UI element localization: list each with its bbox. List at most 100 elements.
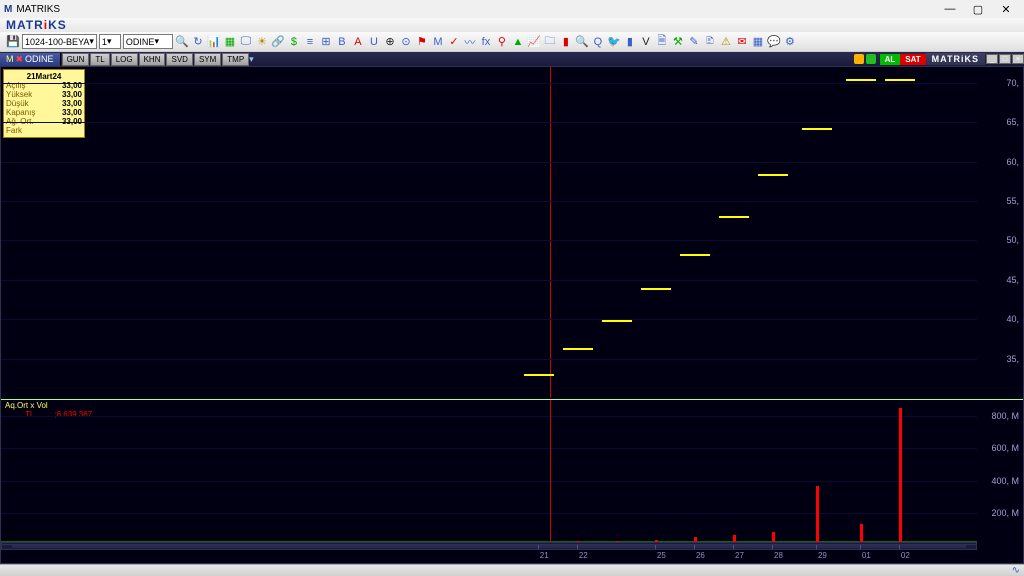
ohlc-infobox: 21Mart24 Açılış33,00Yüksek33,00Düşük33,0… (3, 69, 85, 138)
date-axis: 212225262728290102 (1, 544, 977, 563)
brand-badge: MATRiKS (926, 53, 985, 65)
price-panel[interactable]: 35,40,45,50,55,60,65,70, 21Mart24 Açılış… (1, 67, 1023, 398)
table-icon[interactable]: ⊞ (319, 35, 333, 49)
maximize-button[interactable]: ▢ (964, 3, 992, 16)
date-label: 22 (579, 551, 588, 560)
star-icon[interactable]: ☀ (255, 35, 269, 49)
price-ytick: 55, (1006, 196, 1019, 206)
price-ytick: 40, (1006, 314, 1019, 324)
period-gun-button[interactable]: GUN (62, 53, 90, 66)
price-gridline (1, 319, 977, 320)
info-row: Kapanış33,00 (6, 108, 82, 117)
m-icon[interactable]: M (431, 35, 445, 49)
folder-icon[interactable]: 🗀 (543, 35, 557, 49)
price-bar (719, 216, 749, 218)
cal-icon[interactable]: ▦ (751, 35, 765, 49)
fx-icon[interactable]: fx (479, 35, 493, 49)
edit-icon[interactable]: ✎ (687, 35, 701, 49)
bold-icon[interactable]: B (335, 35, 349, 49)
scale-log-button[interactable]: LOG (111, 53, 138, 66)
window-title: MATRIKS (16, 4, 60, 15)
volume-gridline (1, 448, 977, 449)
tool-icon[interactable]: ⚒ (671, 35, 685, 49)
zoom-icon[interactable]: 🔍 (175, 35, 189, 49)
symbol-tab[interactable]: M ✖ ODINE (0, 53, 61, 66)
tmp-button[interactable]: TMP (222, 53, 249, 66)
link-icon[interactable]: 🔗 (271, 35, 285, 49)
panel-min-icon[interactable]: _ (986, 54, 998, 64)
layout-select[interactable]: 1024-100-BEYA ▾ (22, 34, 97, 49)
date-tick (733, 545, 734, 549)
price-gridline (1, 122, 977, 123)
bell-icon[interactable]: ▮ (559, 35, 573, 49)
mail-icon[interactable]: ✉ (735, 35, 749, 49)
gear-icon[interactable]: ⚙ (783, 35, 797, 49)
currency-tl-button[interactable]: TL (90, 53, 109, 66)
dollar-icon[interactable]: $ (287, 35, 301, 49)
price-ytick: 50, (1006, 235, 1019, 245)
tab-close-icon[interactable]: M (6, 54, 14, 64)
indicator-light-icon (854, 54, 864, 64)
globe-icon[interactable]: ⊙ (399, 35, 413, 49)
date-label: 28 (774, 551, 783, 560)
bars-icon[interactable]: 📈 (527, 35, 541, 49)
price-ytick: 65, (1006, 117, 1019, 127)
bird-icon[interactable]: 🐦 (607, 35, 621, 49)
volume-panel[interactable]: Aq.Ort x Vol TL;8.639.367 200, M400, M60… (1, 399, 1023, 544)
tab-down-icon[interactable]: ▾ (249, 54, 254, 65)
volume-bar (899, 408, 902, 542)
info-row: Düşük33,00 (6, 99, 82, 108)
save-icon[interactable]: 💾 (6, 35, 20, 49)
sell-button[interactable]: SAT (900, 54, 925, 65)
close-button[interactable]: ✕ (992, 3, 1020, 16)
volume-gridline (1, 416, 977, 417)
cursor-line-vol (550, 400, 551, 544)
book-icon[interactable]: ▮ (623, 35, 637, 49)
clock-icon[interactable]: ⊕ (383, 35, 397, 49)
date-tick (694, 545, 695, 549)
khn-button[interactable]: KHN (139, 53, 166, 66)
buy-button[interactable]: AL (880, 54, 901, 65)
sym-button[interactable]: SYM (194, 53, 221, 66)
count-select[interactable]: 1 ▾ (99, 34, 121, 49)
grid-icon[interactable]: ▦ (223, 35, 237, 49)
date-label: 25 (657, 551, 666, 560)
svd-button[interactable]: SVD (166, 53, 192, 66)
list-icon[interactable]: ≡ (303, 35, 317, 49)
date-label: 21 (540, 551, 549, 560)
a-icon[interactable]: A (351, 35, 365, 49)
monitor-icon[interactable]: 🖵 (239, 35, 253, 49)
volume-bar (816, 486, 819, 542)
info-date: 21Mart24 (6, 72, 82, 81)
search2-icon[interactable]: 🔍 (575, 35, 589, 49)
price-yaxis: 35,40,45,50,55,60,65,70, (977, 67, 1023, 398)
price-bar (846, 79, 876, 81)
info-row: Fark (6, 126, 82, 135)
u-icon[interactable]: U (367, 35, 381, 49)
flag-icon[interactable]: ⚑ (415, 35, 429, 49)
alarm-icon[interactable]: ⚠ (719, 35, 733, 49)
chart-icon[interactable]: 📊 (207, 35, 221, 49)
v-icon[interactable]: V (639, 35, 653, 49)
price-gridline (1, 280, 977, 281)
doc-icon[interactable]: 🗎 (655, 35, 669, 49)
note-icon[interactable]: 🗈 (703, 35, 717, 49)
panel-max-icon[interactable]: □ (999, 54, 1011, 64)
price-bar (524, 374, 554, 376)
q-icon[interactable]: Q (591, 35, 605, 49)
tab-x-icon[interactable]: ✖ (16, 54, 24, 65)
minimize-button[interactable]: — (936, 3, 964, 15)
volume-bar (860, 524, 863, 542)
person-icon[interactable]: ⚲ (495, 35, 509, 49)
price-ytick: 70, (1006, 78, 1019, 88)
up-icon[interactable]: ▲ (511, 35, 525, 49)
wave-icon[interactable]: 〰 (463, 35, 477, 49)
main-toolbar: 💾 1024-100-BEYA ▾ 1 ▾ ODINE ▾ 🔍 ↻ 📊 ▦ 🖵 … (0, 32, 1024, 52)
symbol-select[interactable]: ODINE ▾ (123, 34, 173, 49)
date-label: 26 (696, 551, 705, 560)
chat-icon[interactable]: 💬 (767, 35, 781, 49)
check-icon[interactable]: ✓ (447, 35, 461, 49)
price-gridline (1, 162, 977, 163)
refresh-icon[interactable]: ↻ (191, 35, 205, 49)
panel-close-icon[interactable]: × (1012, 54, 1024, 64)
